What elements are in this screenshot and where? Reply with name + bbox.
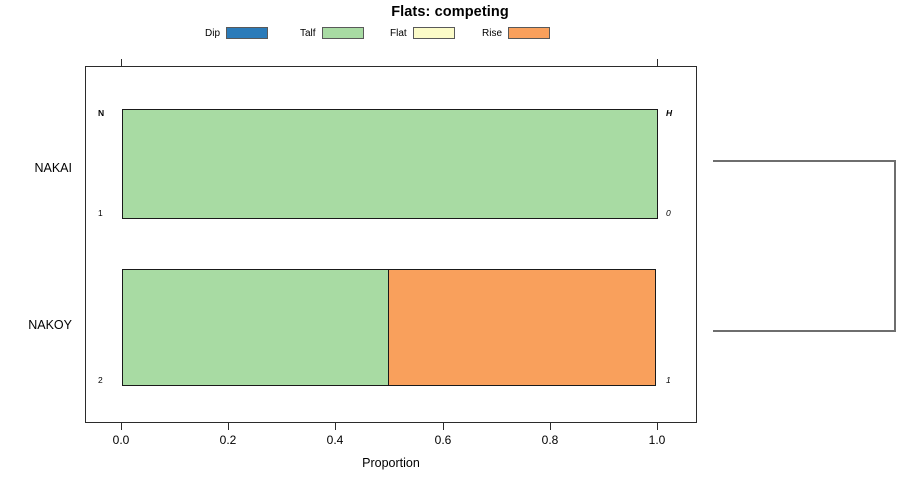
x-tick-mark-0 — [121, 423, 122, 430]
dendrogram-branch-bottom — [713, 330, 896, 332]
legend-label-rise: Rise — [482, 27, 503, 39]
y-axis-label-nakai: NAKAI — [34, 161, 72, 175]
bar-segment-nakai-talf[interactable] — [122, 109, 658, 219]
legend-swatch-flat — [412, 27, 455, 39]
bar-segment-nakoy-rise[interactable] — [388, 269, 657, 386]
row-annotation-nakai-top-left: N — [98, 108, 105, 118]
x-tick-mark-3 — [443, 423, 444, 430]
x-tick-label-3: 0.6 — [434, 433, 452, 447]
bar-row-nakoy: 2 1 — [86, 269, 696, 386]
x-axis: 0.0 0.2 0.4 0.6 0.8 1.0 Proportion — [85, 59, 697, 483]
bar-row-nakai: N H 1 0 — [86, 108, 696, 219]
legend-item-flat[interactable]: Flat — [390, 25, 455, 41]
legend-item-talf[interactable]: Talf — [300, 25, 364, 41]
row-annotation-nakoy-bottom-right: 1 — [666, 375, 671, 385]
x-tick-mark-5 — [657, 423, 658, 430]
legend-swatch-rise — [508, 27, 551, 39]
x-tick-mark-4 — [550, 423, 551, 430]
x-tick-label-2: 0.4 — [326, 433, 344, 447]
dendrogram-join — [894, 160, 896, 332]
bar-track-nakai — [122, 109, 658, 219]
bar-segment-nakoy-talf[interactable] — [122, 269, 390, 386]
x-tick-label-0: 0.0 — [112, 433, 130, 447]
legend-label-dip: Dip — [205, 27, 221, 39]
x-tick-mark-2 — [335, 423, 336, 430]
row-annotation-nakai-bottom-right: 0 — [666, 208, 671, 218]
y-axis-label-nakoy: NAKOY — [28, 318, 72, 332]
x-axis-title: Proportion — [362, 456, 420, 470]
x-tick-top-0 — [121, 59, 122, 66]
row-annotation-nakai-bottom-left: 1 — [98, 208, 103, 218]
legend-swatch-dip — [226, 27, 269, 39]
x-tick-top-1 — [657, 59, 658, 66]
x-tick-label-1: 0.2 — [219, 433, 237, 447]
chart-title: Flats: competing — [391, 4, 509, 20]
legend-item-rise[interactable]: Rise — [482, 25, 551, 41]
row-annotation-nakai-top-right: H — [666, 108, 673, 118]
plot-area: N H 1 0 2 1 — [85, 66, 697, 423]
y-axis-labels: NAKAI NAKOY — [0, 66, 72, 423]
x-tick-mark-1 — [228, 423, 229, 430]
legend-swatch-talf — [321, 27, 364, 39]
legend-label-talf: Talf — [300, 27, 316, 39]
legend-item-dip[interactable]: Dip — [205, 25, 269, 41]
dendrogram — [705, 60, 900, 430]
row-annotation-nakoy-bottom-left: 2 — [98, 375, 103, 385]
chart-legend: Dip Talf Flat Rise — [205, 25, 570, 41]
legend-label-flat: Flat — [390, 27, 407, 39]
dendrogram-branch-top — [713, 160, 896, 162]
bar-track-nakoy — [122, 269, 658, 386]
x-tick-label-5: 1.0 — [648, 433, 666, 447]
x-tick-label-4: 0.8 — [541, 433, 559, 447]
